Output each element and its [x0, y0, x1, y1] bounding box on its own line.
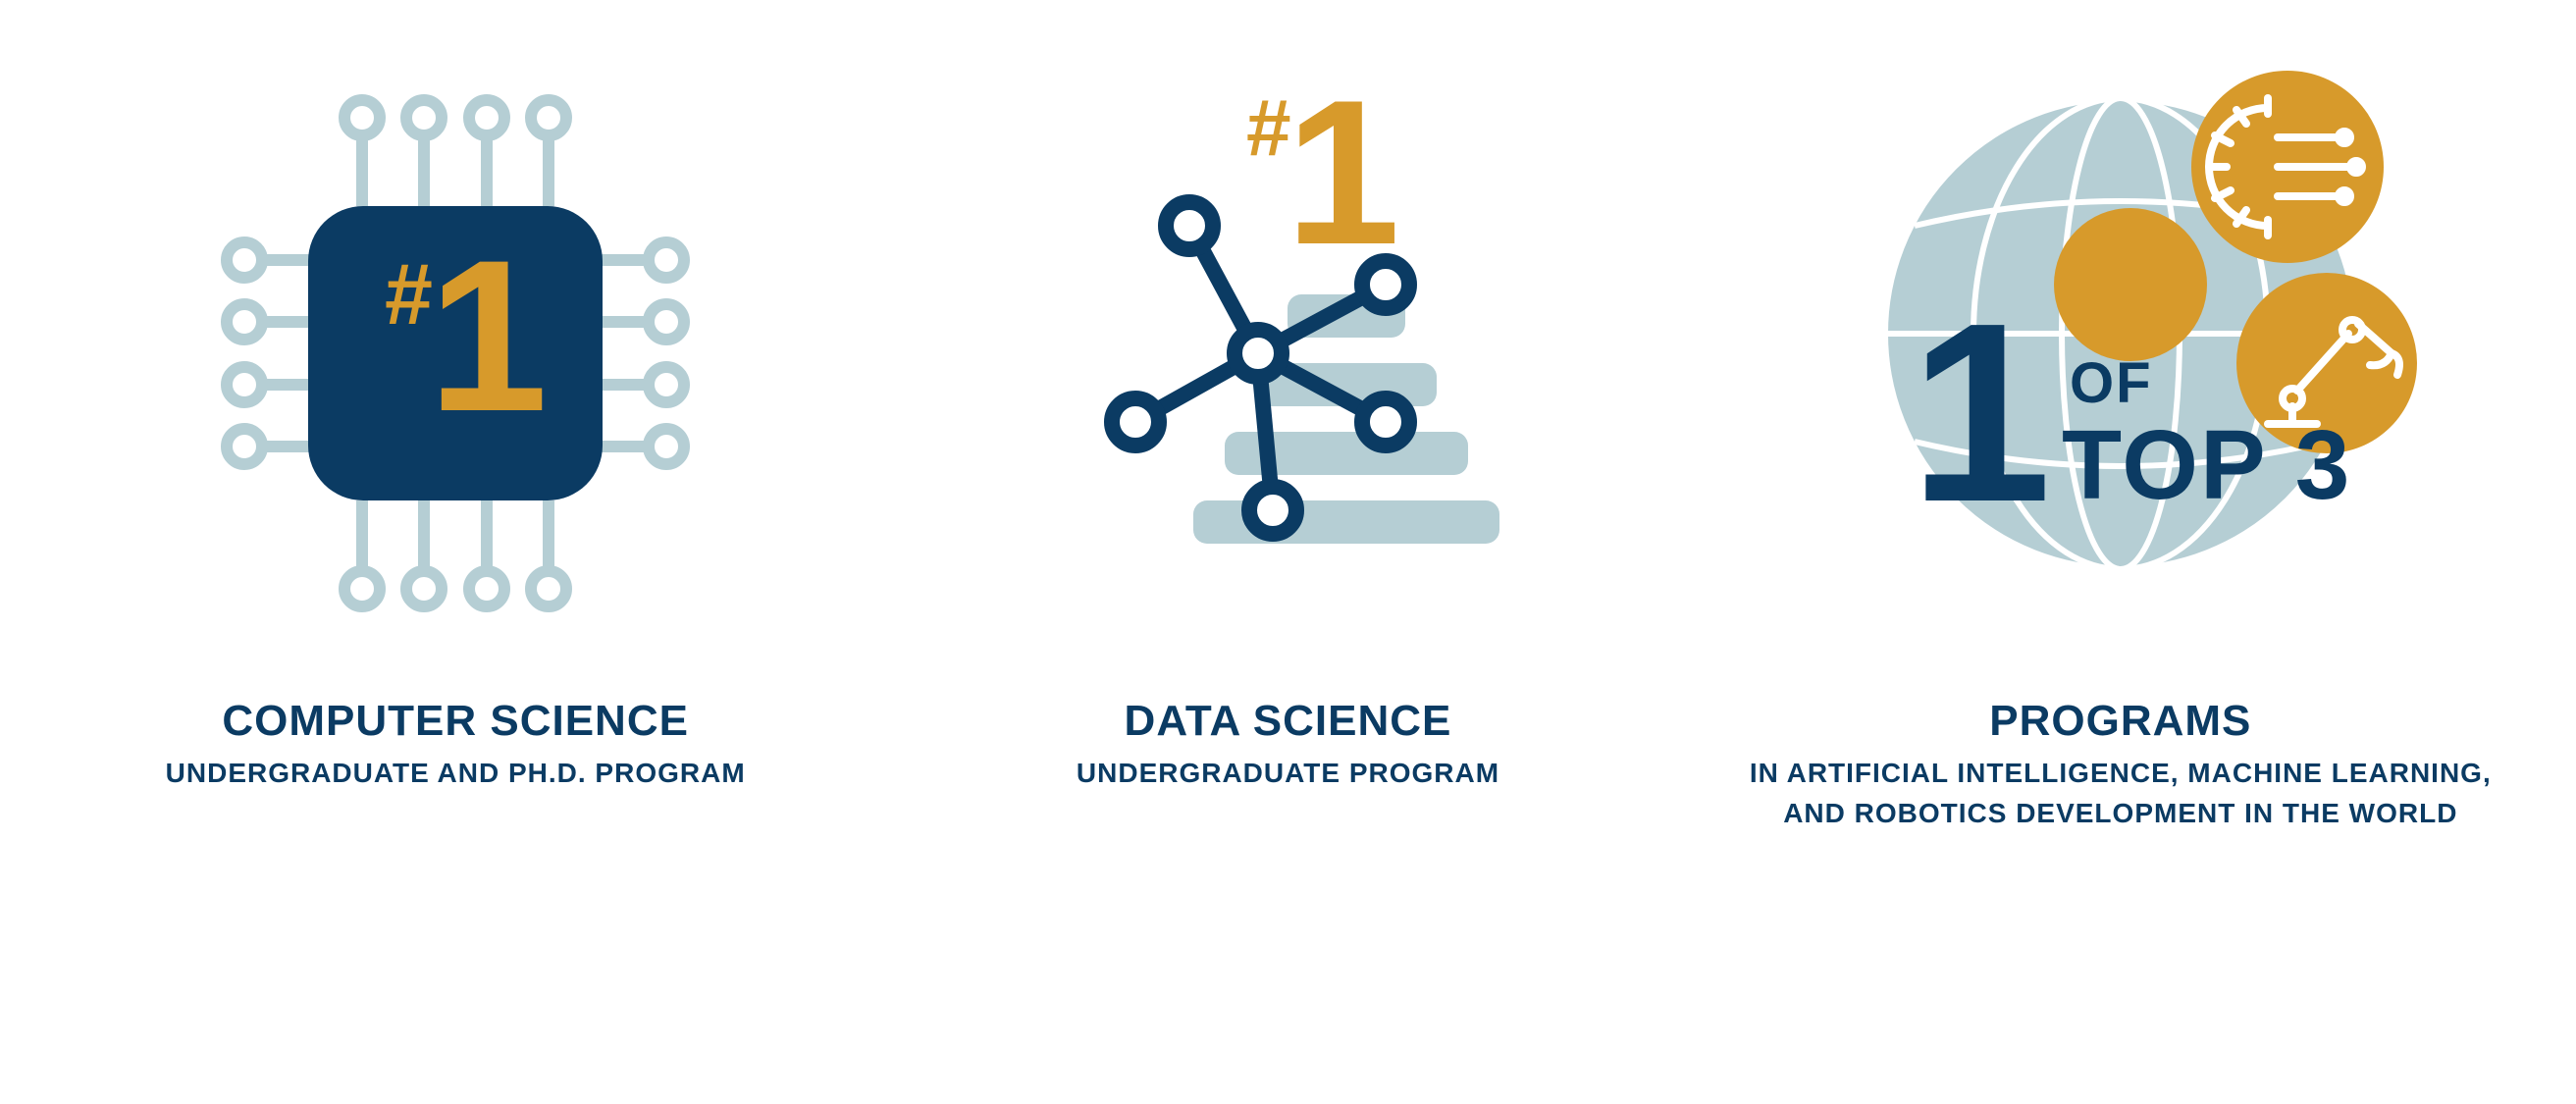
panel-programs: 1 OF TOP 3 PROGRAMS IN ARTIFICIAL INTELL… [1705, 39, 2537, 833]
overlay-one: 1 [1910, 271, 2052, 555]
caption-programs: PROGRAMS IN ARTIFICIAL INTELLIGENCE, MAC… [1748, 697, 2494, 833]
rank-number: 1 [428, 215, 548, 456]
overlay-top3: TOP 3 [2062, 410, 2351, 520]
panel-title: DATA SCIENCE [1077, 697, 1499, 746]
hash-mark: # [385, 245, 433, 342]
panel-computer-science: # 1 COMPUTER SCIENCE UNDERGRADUATE AND P… [39, 39, 871, 794]
rank-number: 1 [1286, 57, 1400, 288]
panel-title: COMPUTER SCIENCE [166, 697, 746, 746]
network-bars-icon: # 1 [1032, 39, 1543, 667]
panel-subtitle: UNDERGRADUATE PROGRAM [1077, 754, 1499, 794]
globe-ai-robotics-icon: 1 OF TOP 3 [1807, 39, 2435, 667]
panel-title: PROGRAMS [1748, 697, 2494, 746]
infographic-row: # 1 COMPUTER SCIENCE UNDERGRADUATE AND P… [0, 0, 2576, 1104]
hash-mark: # [1246, 83, 1291, 173]
panel-data-science: # 1 [871, 39, 1704, 794]
caption-data-science: DATA SCIENCE UNDERGRADUATE PROGRAM [1077, 697, 1499, 794]
cpu-chip-icon: # 1 [200, 39, 710, 667]
panel-subtitle: IN ARTIFICIAL INTELLIGENCE, MACHINE LEAR… [1748, 754, 2494, 833]
overlay-of: OF [2070, 351, 2153, 415]
caption-computer-science: COMPUTER SCIENCE UNDERGRADUATE AND PH.D.… [166, 697, 746, 794]
panel-subtitle: UNDERGRADUATE AND PH.D. PROGRAM [166, 754, 746, 794]
